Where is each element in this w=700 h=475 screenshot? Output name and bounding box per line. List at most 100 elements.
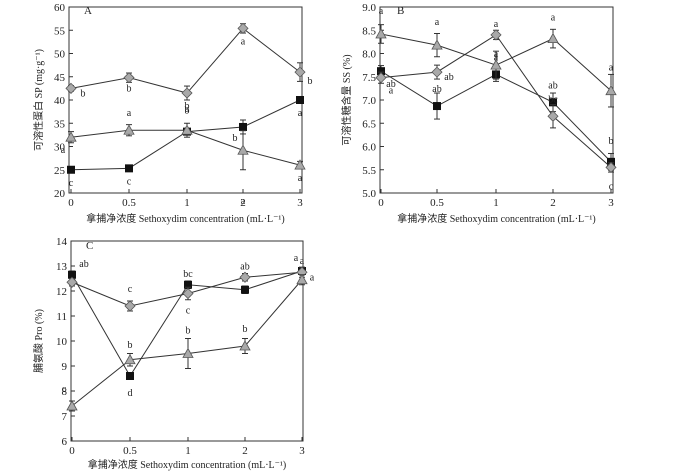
y-tick-label: 30: [54, 142, 66, 154]
x-axis-label: 拿捕净浓度 Sethoxydim concentration (mL·L⁻¹): [88, 458, 287, 471]
data-point-square: [241, 285, 249, 294]
data-point-triangle: [431, 39, 443, 50]
x-tick-label: 1: [185, 445, 191, 457]
significance-label: a: [241, 36, 246, 47]
significance-label: ab: [548, 80, 557, 91]
panel-B: 5.0 5.5 6.0 6.5 7.0 7.5 8.0 8.5 9.0 0 0.5 1 2 3 拿捕净浓度 …: [340, 2, 617, 225]
y-tick-label: 7.0: [362, 95, 376, 107]
significance-label: b: [308, 76, 313, 87]
data-point-triangle: [547, 32, 559, 44]
y-tick-label: 8.5: [362, 25, 376, 37]
significance-label: a: [300, 256, 305, 267]
y-tick-label: 7: [62, 411, 68, 423]
y-tick-label: 13: [56, 261, 68, 273]
significance-label: c: [62, 384, 67, 395]
y-axis-label: 可溶性蛋白 SP (mg·g⁻¹): [32, 49, 45, 151]
significance-label: bc: [548, 94, 558, 105]
data-point-square: [239, 122, 247, 131]
x-tick-label: 2: [240, 197, 246, 209]
data-point-triangle: [375, 28, 387, 39]
data-point-triangle: [182, 347, 194, 358]
significance-label: c: [186, 306, 191, 317]
y-tick-label: 6: [62, 436, 68, 448]
data-point-diamond: [123, 72, 135, 84]
x-tick-label: 3: [297, 197, 303, 209]
data-point-triangle: [239, 340, 251, 351]
data-point-triangle: [605, 84, 617, 96]
significance-label: ab: [432, 84, 441, 95]
significance-label: ab: [240, 261, 249, 272]
series-line: [380, 70, 612, 163]
data-point-square: [68, 270, 76, 279]
significance-label: a: [127, 108, 132, 119]
y-tick-label: 9: [62, 361, 68, 373]
data-point-triangle: [296, 273, 308, 285]
y-tick-label: 60: [54, 2, 66, 14]
data-point-triangle: [294, 159, 306, 170]
significance-label: a: [185, 104, 190, 115]
y-tick-label: 9.0: [362, 2, 376, 14]
data-point-triangle: [237, 144, 249, 155]
series-triangle: a a a a a: [375, 6, 617, 108]
y-tick-label: 6.0: [362, 142, 376, 154]
y-tick-label: 12: [56, 286, 67, 298]
y-tick-label: 55: [54, 25, 66, 37]
data-point-diamond: [375, 72, 387, 84]
y-tick-label: 25: [54, 165, 66, 177]
data-point-triangle: [66, 400, 78, 411]
data-point-diamond: [65, 82, 77, 94]
significance-label: a: [494, 49, 499, 60]
significance-label: c: [609, 181, 614, 192]
x-tick-label: 0.5: [122, 197, 136, 209]
significance-label: b: [127, 84, 132, 95]
y-tick-label: 5.0: [362, 188, 376, 200]
x-tick-label: 0: [69, 445, 75, 457]
y-axis-label: 可溶性糖含量 SS (%): [340, 54, 353, 145]
y-tick-label: 11: [56, 311, 67, 323]
data-point-square: [607, 157, 615, 166]
data-point-square: [125, 164, 133, 173]
series-line: [71, 279, 303, 407]
panel-letter: C: [86, 240, 93, 252]
y-tick-label: 40: [54, 95, 66, 107]
y-tick-label: 35: [54, 118, 66, 130]
y-axis-label: 脯氨酸 Pro (%): [32, 309, 45, 373]
significance-label: a: [294, 253, 299, 264]
y-tick-label: 10: [56, 336, 68, 348]
x-tick-label: 0.5: [123, 445, 137, 457]
x-tick-label: 3: [608, 197, 614, 209]
significance-label: a: [435, 17, 440, 28]
significance-label: b: [185, 106, 190, 117]
y-tick-label: 8.0: [362, 49, 376, 61]
data-point-square: [126, 372, 134, 380]
panel-letter: A: [84, 5, 92, 17]
significance-label: a: [298, 173, 303, 184]
significance-label: a: [389, 86, 394, 97]
data-point-diamond: [182, 287, 194, 300]
y-tick-label: 45: [54, 72, 66, 84]
significance-label: a: [241, 196, 246, 207]
series-diamond: a ab a bc c: [375, 19, 617, 192]
significance-label: ab: [79, 259, 88, 270]
panel-A: 20 25 30 35 40 45 50 55 60 0 0.5 1 2 3 拿捕净浓度 Sethoxydi…: [32, 2, 313, 225]
significance-label: b: [128, 340, 133, 351]
data-point-square: [296, 96, 304, 104]
significance-label: b: [186, 326, 191, 337]
x-tick-label: 0: [68, 197, 74, 209]
data-point-diamond: [431, 66, 443, 78]
x-axis-label: 拿捕净浓度 Sethoxydim concentration (mL·L⁻¹): [86, 212, 285, 225]
y-tick-label: 20: [54, 188, 66, 200]
significance-label: a: [298, 108, 303, 119]
data-point-diamond: [605, 161, 617, 173]
data-point-diamond: [66, 276, 78, 288]
significance-label: a: [551, 13, 556, 24]
data-point-triangle: [65, 131, 77, 142]
data-point-square: [433, 102, 441, 111]
series-line: [70, 27, 301, 94]
significance-label: a: [61, 145, 66, 156]
series-triangle: cbb ba: [62, 256, 308, 412]
data-point-square: [184, 280, 192, 289]
significance-label: c: [127, 176, 132, 187]
data-point-diamond: [239, 271, 251, 283]
